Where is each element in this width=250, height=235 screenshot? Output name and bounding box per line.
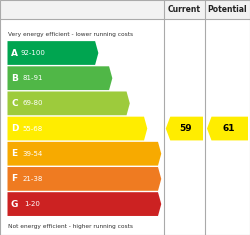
Text: Very energy efficient - lower running costs: Very energy efficient - lower running co… (8, 31, 132, 37)
Text: 61: 61 (222, 124, 235, 133)
Text: Potential: Potential (208, 5, 247, 14)
Polygon shape (8, 117, 147, 141)
Polygon shape (8, 142, 161, 166)
Bar (0, 0, 250, 19)
Text: Not energy efficient - higher running costs: Not energy efficient - higher running co… (8, 223, 132, 229)
Text: G: G (11, 200, 18, 209)
Polygon shape (8, 192, 161, 216)
Polygon shape (8, 167, 161, 191)
Text: Current: Current (168, 5, 201, 14)
Text: 69-80: 69-80 (22, 100, 43, 106)
Text: C: C (11, 99, 18, 108)
Polygon shape (8, 91, 130, 115)
Text: 81-91: 81-91 (22, 75, 43, 81)
Text: E: E (12, 149, 18, 158)
Text: 59: 59 (180, 124, 192, 133)
Text: A: A (11, 48, 18, 58)
Text: D: D (11, 124, 18, 133)
Text: 1-20: 1-20 (24, 201, 40, 207)
Text: F: F (12, 174, 18, 183)
Polygon shape (8, 41, 98, 65)
Text: 39-54: 39-54 (22, 151, 42, 157)
Text: 21-38: 21-38 (22, 176, 43, 182)
Text: B: B (11, 74, 18, 83)
Polygon shape (207, 117, 248, 141)
Text: 92-100: 92-100 (20, 50, 45, 56)
Polygon shape (166, 117, 203, 141)
Text: 55-68: 55-68 (22, 125, 42, 132)
Polygon shape (8, 66, 112, 90)
